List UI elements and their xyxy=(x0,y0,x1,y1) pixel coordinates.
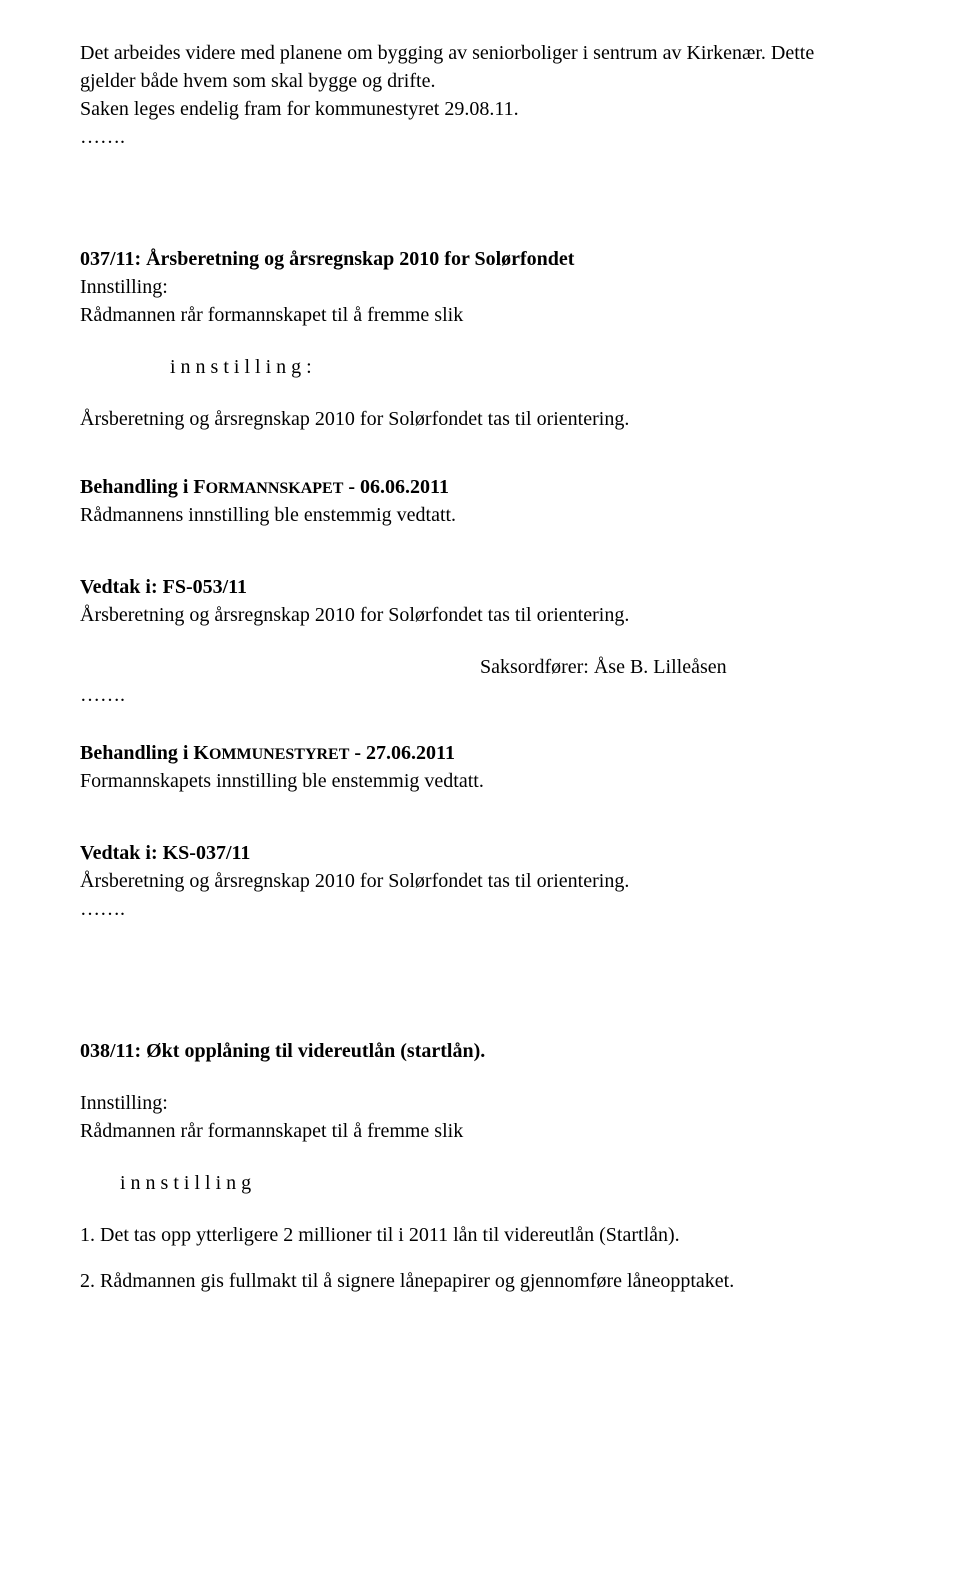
paragraph-intro: Det arbeides videre med planene om byggi… xyxy=(80,40,880,150)
list-item: 2. Rådmannen gis fullmakt til å signere … xyxy=(80,1268,880,1294)
list-item: 1. Det tas opp ytterligere 2 millioner t… xyxy=(80,1222,880,1248)
section-title: 037/11: Årsberetning og årsregnskap 2010… xyxy=(80,246,880,272)
text-line: Formannskapets innstilling ble enstemmig… xyxy=(80,768,880,794)
text-line: gjelder både hvem som skal bygge og drif… xyxy=(80,68,880,94)
heading-smallcaps: OMMUNESTYRET xyxy=(209,746,349,763)
behandling-heading: Behandling i FORMANNSKAPET - 06.06.2011 xyxy=(80,474,880,500)
heading-suffix: - 06.06.2011 xyxy=(343,476,449,498)
vedtak-fs: Vedtak i: FS-053/11 Årsberetning og årsr… xyxy=(80,574,880,628)
heading-prefix: Behandling i K xyxy=(80,742,209,764)
separator-dots: ……. xyxy=(80,682,880,708)
section-037-header: 037/11: Årsberetning og årsregnskap 2010… xyxy=(80,246,880,328)
spacer xyxy=(80,710,880,740)
separator-dots: ……. xyxy=(80,124,880,150)
text-line: Rådmannen rår formannskapet til å fremme… xyxy=(80,302,880,328)
innstilling-block: Innstilling: Rådmannen rår formannskapet… xyxy=(80,1090,880,1144)
text-line: Rådmannens innstilling ble enstemmig ved… xyxy=(80,502,880,528)
innstilling-indent: i n n s t i l l i n g xyxy=(80,1170,880,1196)
behandling-kommunestyret: Behandling i KOMMUNESTYRET - 27.06.2011 … xyxy=(80,740,880,794)
text-line: Det arbeides videre med planene om byggi… xyxy=(80,40,880,66)
text-line: Årsberetning og årsregnskap 2010 for Sol… xyxy=(80,868,880,894)
section-title: 038/11: Økt opplåning til videreutlån (s… xyxy=(80,1038,880,1064)
text-line: Rådmannen rår formannskapet til å fremme… xyxy=(80,1118,880,1144)
vedtak-heading: Vedtak i: FS-053/11 xyxy=(80,574,880,600)
saksordforer: Saksordfører: Åse B. Lilleåsen xyxy=(480,654,880,680)
innstilling-label: Innstilling: xyxy=(80,1090,880,1116)
heading-prefix: Behandling i F xyxy=(80,476,206,498)
behandling-formannskapet: Behandling i FORMANNSKAPET - 06.06.2011 … xyxy=(80,474,880,528)
spacer xyxy=(80,434,880,474)
heading-suffix: - 27.06.2011 xyxy=(349,742,455,764)
vedtak-ks: Vedtak i: KS-037/11 Årsberetning og årsr… xyxy=(80,840,880,922)
text-line: Årsberetning og årsregnskap 2010 for Sol… xyxy=(80,406,880,432)
text-line: Årsberetning og årsregnskap 2010 for Sol… xyxy=(80,602,880,628)
document-page: Det arbeides videre med planene om byggi… xyxy=(0,0,960,1356)
innstilling-label: Innstilling: xyxy=(80,274,880,300)
section-038-header: 038/11: Økt opplåning til videreutlån (s… xyxy=(80,1038,880,1064)
spacer xyxy=(80,948,880,1038)
heading-smallcaps: ORMANNSKAPET xyxy=(206,480,344,497)
vedtak-heading: Vedtak i: KS-037/11 xyxy=(80,840,880,866)
separator-dots: ……. xyxy=(80,896,880,922)
innstilling-spaced: i n n s t i l l i n g : xyxy=(170,354,880,380)
spacer xyxy=(80,820,880,840)
spacer xyxy=(80,554,880,574)
spacer xyxy=(80,176,880,246)
text-line: Saken leges endelig fram for kommunestyr… xyxy=(80,96,880,122)
innstilling-indent: i n n s t i l l i n g : xyxy=(80,354,880,380)
behandling-heading: Behandling i KOMMUNESTYRET - 27.06.2011 xyxy=(80,740,880,766)
innstilling-spaced: i n n s t i l l i n g xyxy=(120,1170,880,1196)
